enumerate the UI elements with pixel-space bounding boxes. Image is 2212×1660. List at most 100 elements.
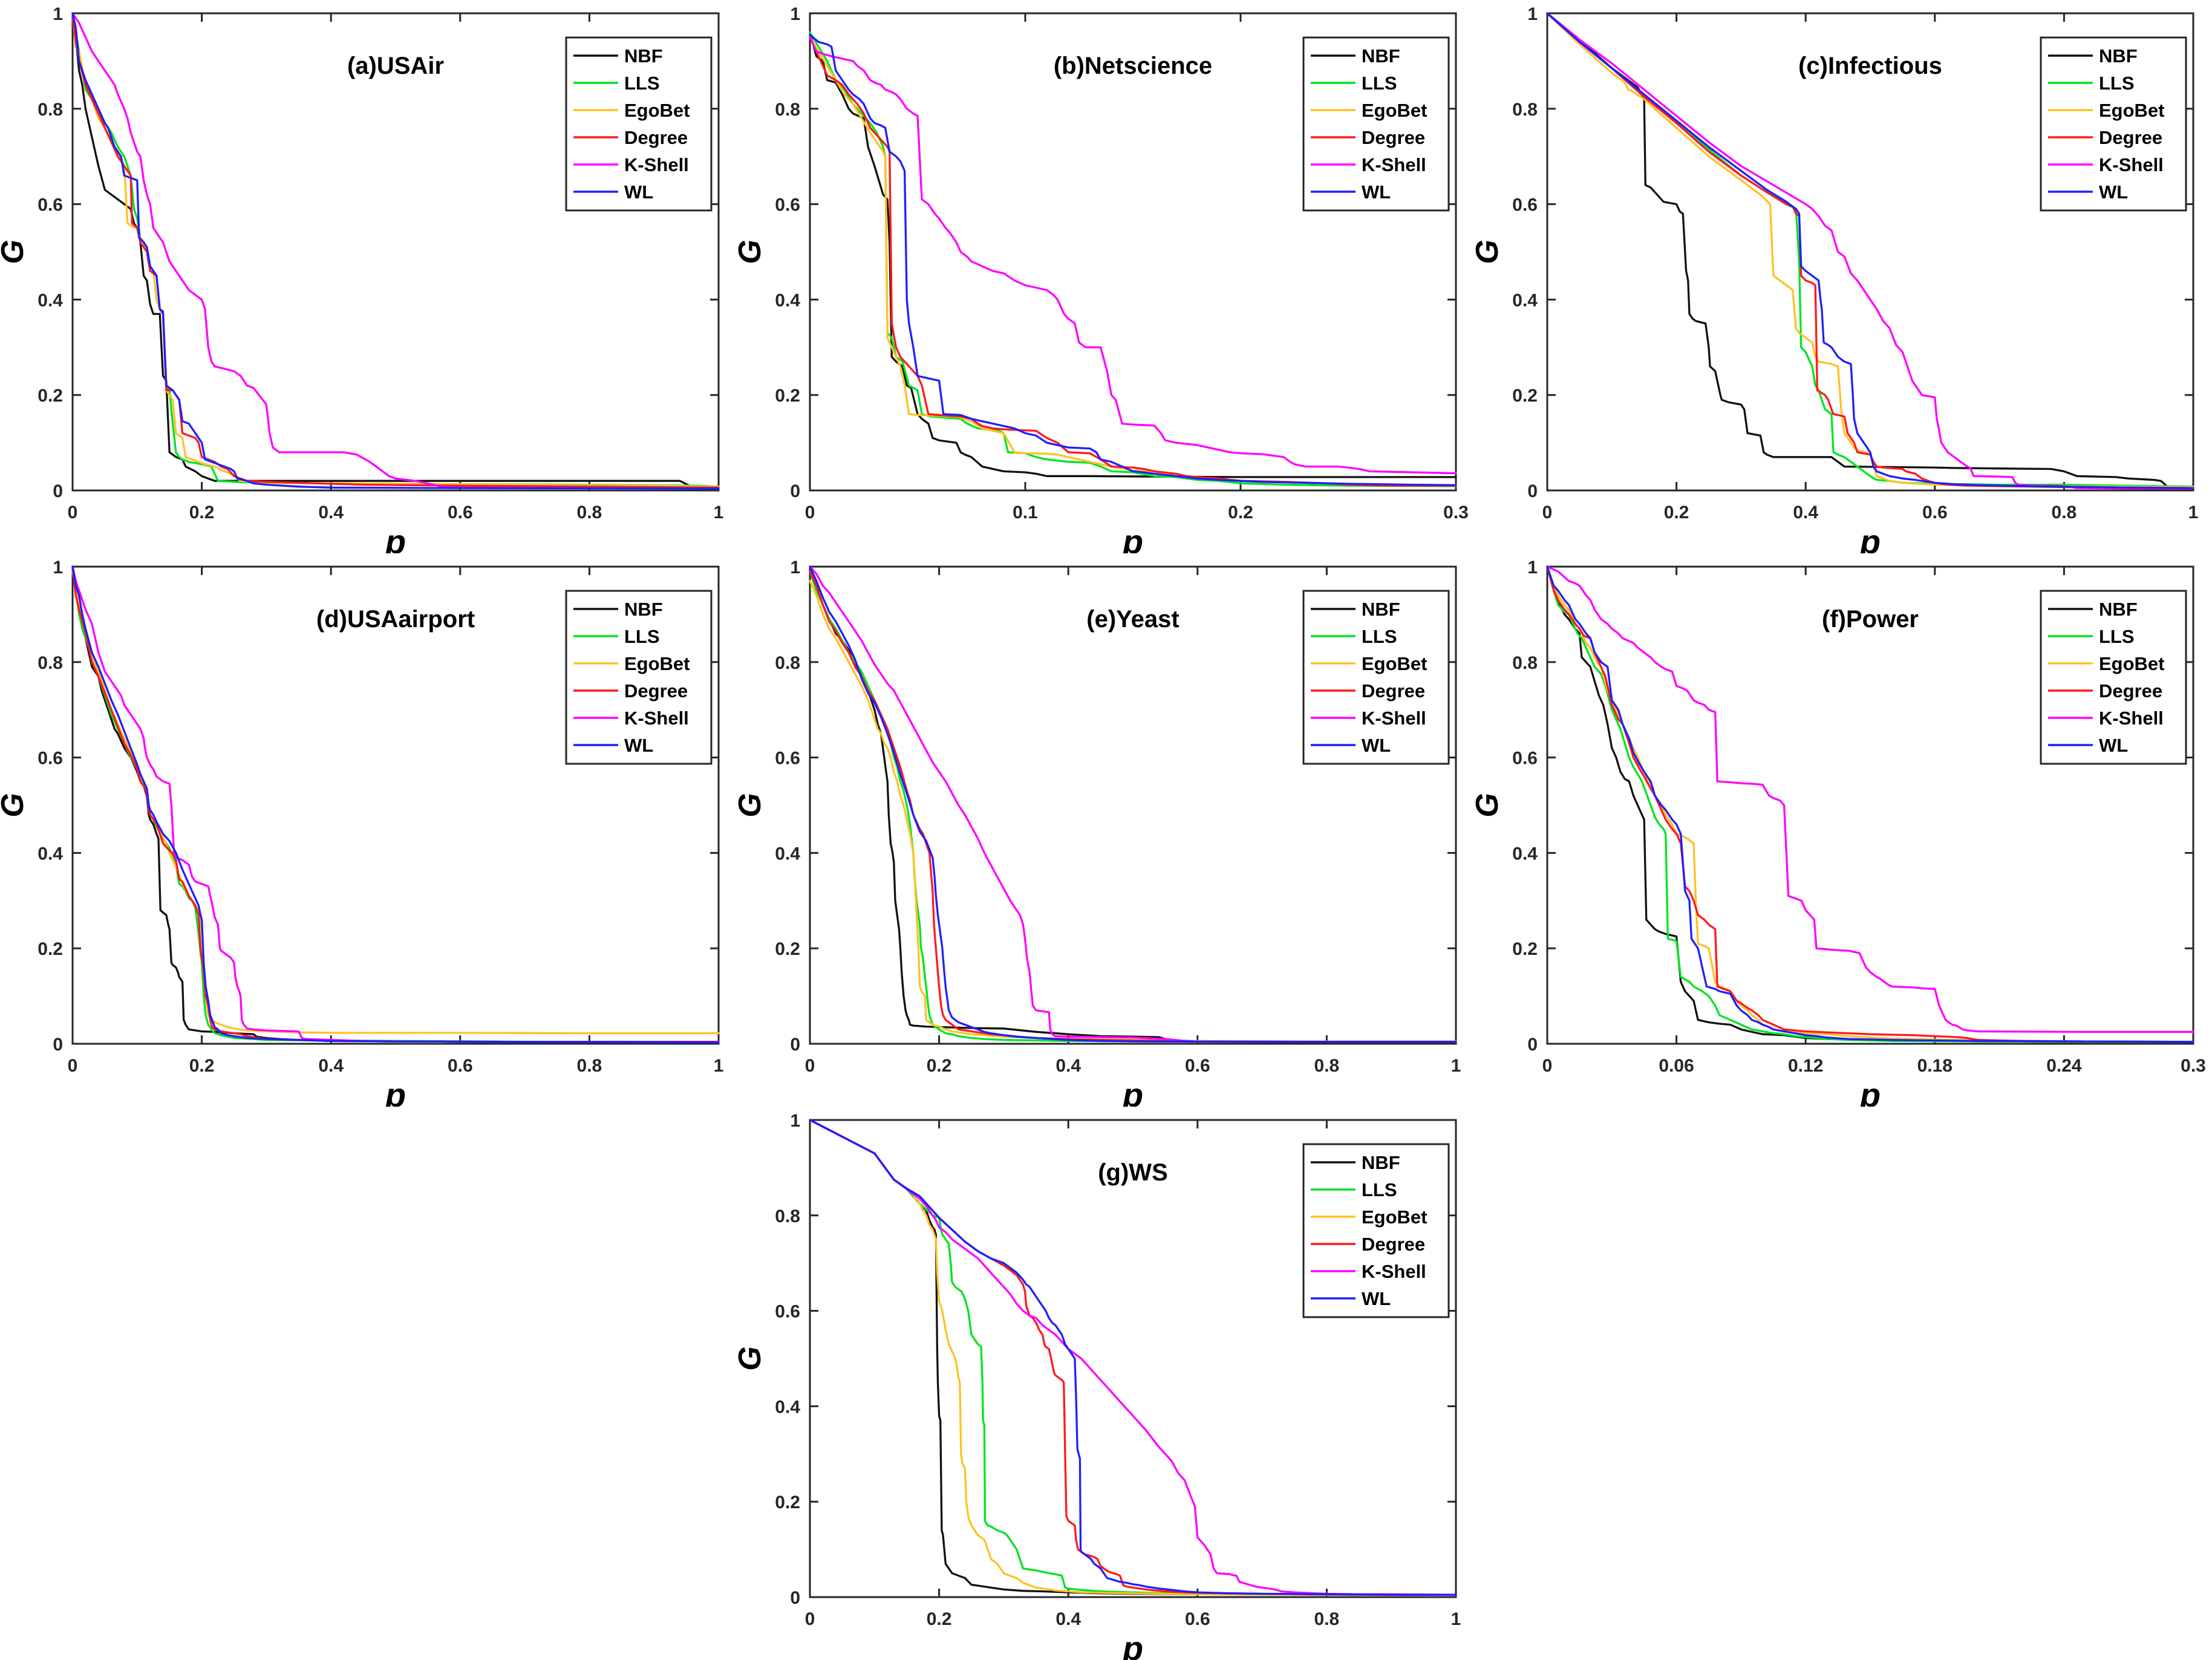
- chart-svg-g: 0 0.2 0.4 0.6 0.8 1 0 0.2 0.4 0.6 0.8 1 (g)WS p G NBF LL…: [737, 1107, 1475, 1660]
- series-line-K-Shell: [809, 565, 1457, 1043]
- x-axis-label: p: [1859, 1076, 1881, 1107]
- x-tick-label: 1: [2188, 503, 2199, 522]
- legend-label-WL: WL: [1362, 1288, 1391, 1309]
- y-axis-label: G: [1475, 793, 1505, 817]
- chart-title: (g)WS: [1098, 1159, 1168, 1186]
- subplot-d-usaairport: 0 0.2 0.4 0.6 0.8 1 0 0.2 0.4 0.6 0.8 1 (d)USAairpor…: [0, 553, 737, 1107]
- subplot-c-infectious: 0 0.2 0.4 0.6 0.8 1 0 0.2 0.4 0.6 0.8 1 (c)Infectiou…: [1475, 0, 2212, 553]
- series-line-K-Shell: [809, 36, 1457, 475]
- legend-label-Degree: Degree: [1362, 1234, 1425, 1255]
- x-axis-label: p: [1859, 522, 1881, 553]
- x-tick-label: 0: [1542, 1056, 1553, 1076]
- series-line-K-Shell: [1546, 565, 2194, 1033]
- y-tick-label: 0.8: [1512, 100, 1538, 120]
- chart-svg-c: 0 0.2 0.4 0.6 0.8 1 0 0.2 0.4 0.6 0.8 1 (c)Infectiou…: [1475, 0, 2212, 553]
- x-tick-label: 0.2: [1664, 503, 1689, 522]
- x-tick-label: 0.6: [448, 1056, 473, 1076]
- legend-box: [1302, 36, 1450, 212]
- legend-label-K-Shell: K-Shell: [2099, 708, 2164, 729]
- plot-frame: [1546, 12, 2194, 492]
- series-line-NBF: [1546, 565, 2194, 1043]
- y-tick-label: 0.2: [1512, 386, 1538, 406]
- chart-svg-d: 0 0.2 0.4 0.6 0.8 1 0 0.2 0.4 0.6 0.8 1 (d)USAairpor…: [0, 553, 737, 1107]
- series-line-WL: [71, 12, 720, 490]
- plot-frame: [71, 565, 720, 1045]
- y-tick-label: 0.8: [38, 100, 63, 120]
- series-line-NBF: [809, 31, 1457, 478]
- x-axis-label: p: [384, 522, 406, 553]
- chart-title: (b)Netscience: [1054, 53, 1212, 79]
- legend-label-EgoBet: EgoBet: [624, 100, 690, 121]
- series-line-WL: [1546, 12, 2194, 489]
- legend-label-EgoBet: EgoBet: [2099, 100, 2165, 121]
- subplot-a-usair: 0 0.2 0.4 0.6 0.8 1 0 0.2 0.4 0.6 0.8 1 (a)USAir p G NB…: [0, 0, 737, 553]
- legend-label-EgoBet: EgoBet: [1362, 653, 1427, 674]
- legend-label-Degree: Degree: [2099, 680, 2162, 701]
- subplot-b-netscience: 0 0.1 0.2 0.3 0 0.2 0.4 0.6 0.8 1 (b)Netscience p G N…: [737, 0, 1475, 553]
- plot-frame: [1546, 565, 2194, 1045]
- chart-svg-b: 0 0.1 0.2 0.3 0 0.2 0.4 0.6 0.8 1 (b)Netscience p G N…: [737, 0, 1475, 553]
- x-tick-label: 0.8: [1314, 1609, 1340, 1629]
- legend-label-WL: WL: [2099, 735, 2128, 756]
- y-tick-label: 0.4: [38, 844, 63, 864]
- x-tick-label: 0.06: [1659, 1056, 1694, 1076]
- x-tick-label: 0.2: [189, 1056, 215, 1076]
- y-tick-label: 0.4: [38, 290, 63, 310]
- x-tick-label: 0.2: [189, 503, 215, 522]
- x-tick-label: 0.6: [1185, 1609, 1210, 1629]
- x-axis-label: p: [1121, 1629, 1143, 1660]
- plot-frame: [809, 1119, 1457, 1598]
- y-tick-label: 0.6: [775, 195, 800, 215]
- y-tick-label: 0.6: [775, 1302, 800, 1322]
- legend-box: [2040, 36, 2187, 212]
- x-tick-label: 1: [1451, 1056, 1461, 1076]
- series-line-K-Shell: [71, 12, 720, 490]
- series-line-NBF: [71, 12, 720, 489]
- series-line-WL: [71, 565, 720, 1044]
- x-tick-label: 0.4: [1055, 1609, 1081, 1629]
- legend-label-NBF: NBF: [2099, 45, 2138, 67]
- chart-svg-f: 0 0.06 0.12 0.18 0.24 0.3 0 0.2 0.4 0.6 0.8 1 (f)Pow…: [1475, 553, 2212, 1107]
- legend-label-NBF: NBF: [2099, 599, 2138, 620]
- legend-box: [565, 590, 713, 765]
- y-tick-label: 1: [53, 4, 63, 24]
- x-tick-label: 0.4: [318, 1056, 344, 1076]
- x-tick-label: 0: [805, 1056, 815, 1076]
- legend-label-NBF: NBF: [1362, 45, 1400, 67]
- series-line-LLS: [809, 1119, 1457, 1596]
- y-tick-label: 0.4: [1512, 290, 1538, 310]
- y-tick-label: 0: [790, 481, 800, 501]
- x-tick-label: 0.2: [927, 1609, 952, 1629]
- chart-title: (c)Infectious: [1798, 53, 1942, 79]
- y-tick-label: 0.6: [1512, 195, 1538, 215]
- legend-box: [2040, 590, 2187, 765]
- y-tick-label: 0.8: [775, 100, 800, 120]
- x-tick-label: 0.8: [2052, 503, 2077, 522]
- x-tick-label: 0: [68, 503, 78, 522]
- x-axis-label: p: [1121, 1076, 1143, 1107]
- legend-label-Degree: Degree: [1362, 127, 1425, 148]
- y-axis-label: G: [0, 239, 30, 264]
- y-axis-label: G: [737, 239, 768, 264]
- y-axis-label: G: [737, 1346, 768, 1370]
- y-tick-label: 0.6: [775, 749, 800, 769]
- legend-label-K-Shell: K-Shell: [624, 154, 689, 175]
- y-tick-label: 0.6: [38, 749, 63, 769]
- legend-label-EgoBet: EgoBet: [624, 653, 690, 674]
- subplot-e-yeast: 0 0.2 0.4 0.6 0.8 1 0 0.2 0.4 0.6 0.8 1 (e)Yeast p G NB…: [737, 553, 1475, 1107]
- chart-title: (f)Power: [1822, 606, 1919, 633]
- series-line-WL: [809, 565, 1457, 1043]
- x-tick-label: 0: [805, 1609, 815, 1629]
- series-line-EgoBet: [809, 1119, 1457, 1596]
- legend-label-LLS: LLS: [2099, 626, 2135, 647]
- series-line-K-Shell: [1546, 12, 2194, 490]
- y-tick-label: 1: [53, 558, 63, 578]
- legend-label-NBF: NBF: [624, 599, 663, 620]
- legend-label-NBF: NBF: [624, 45, 663, 67]
- legend-box: [1302, 1143, 1450, 1318]
- legend-label-LLS: LLS: [1362, 73, 1397, 94]
- y-tick-label: 0: [1527, 481, 1538, 501]
- y-tick-label: 0.2: [1512, 939, 1538, 959]
- legend-label-K-Shell: K-Shell: [2099, 154, 2164, 175]
- series-line-K-Shell: [71, 565, 720, 1043]
